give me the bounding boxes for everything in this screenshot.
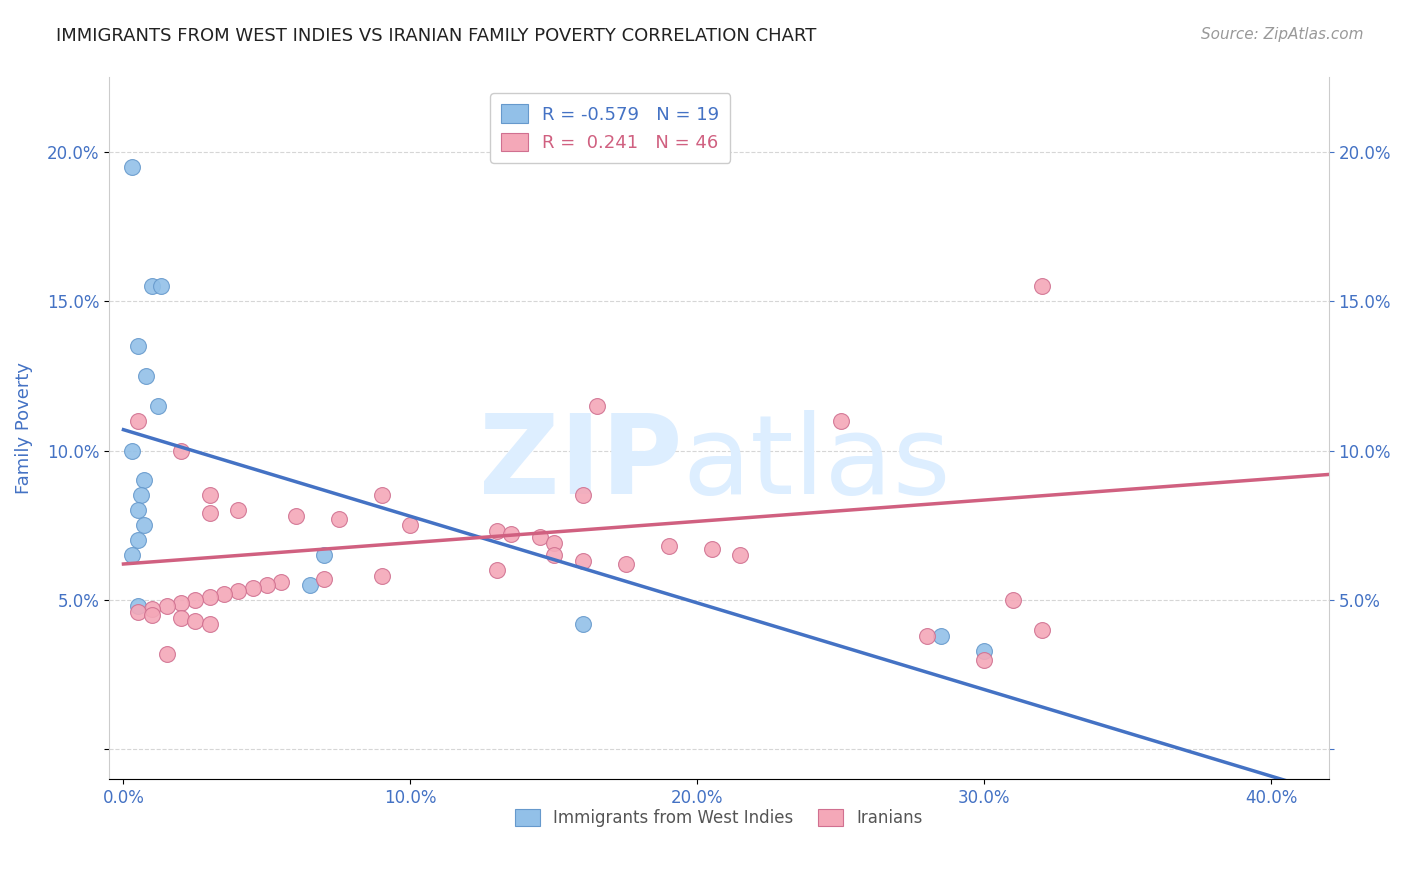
- Point: [129, 488, 152, 502]
- Point: [184, 592, 207, 607]
- Point: [529, 530, 551, 544]
- Point: [121, 548, 143, 562]
- Point: [1031, 279, 1053, 293]
- Point: [141, 279, 163, 293]
- Point: [127, 599, 149, 613]
- Point: [226, 503, 249, 517]
- Point: [141, 601, 163, 615]
- Point: [127, 339, 149, 353]
- Point: [973, 652, 995, 666]
- Point: [658, 539, 681, 553]
- Point: [226, 583, 249, 598]
- Point: [328, 512, 350, 526]
- Point: [146, 399, 169, 413]
- Point: [314, 572, 336, 586]
- Point: [170, 611, 193, 625]
- Point: [132, 518, 155, 533]
- Point: [543, 536, 565, 550]
- Point: [198, 590, 221, 604]
- Point: [212, 587, 235, 601]
- Text: Source: ZipAtlas.com: Source: ZipAtlas.com: [1201, 27, 1364, 42]
- Text: atlas: atlas: [682, 409, 950, 516]
- Legend: Immigrants from West Indies, Iranians: Immigrants from West Indies, Iranians: [508, 802, 929, 834]
- Point: [141, 607, 163, 622]
- Point: [256, 578, 278, 592]
- Point: [184, 614, 207, 628]
- Point: [135, 368, 157, 383]
- Point: [571, 616, 593, 631]
- Point: [242, 581, 264, 595]
- Point: [830, 414, 852, 428]
- Point: [155, 599, 177, 613]
- Point: [543, 548, 565, 562]
- Point: [700, 542, 723, 557]
- Point: [127, 414, 149, 428]
- Text: ZIP: ZIP: [479, 409, 682, 516]
- Point: [485, 563, 508, 577]
- Point: [170, 596, 193, 610]
- Point: [121, 443, 143, 458]
- Point: [915, 629, 938, 643]
- Point: [371, 488, 394, 502]
- Point: [614, 557, 637, 571]
- Point: [485, 524, 508, 538]
- Point: [371, 569, 394, 583]
- Point: [571, 554, 593, 568]
- Point: [1002, 592, 1025, 607]
- Point: [284, 509, 307, 524]
- Point: [1031, 623, 1053, 637]
- Point: [571, 488, 593, 502]
- Point: [973, 643, 995, 657]
- Point: [314, 548, 336, 562]
- Point: [127, 503, 149, 517]
- Point: [121, 160, 143, 174]
- Point: [399, 518, 422, 533]
- Point: [931, 629, 953, 643]
- Point: [586, 399, 609, 413]
- Point: [155, 647, 177, 661]
- Point: [198, 488, 221, 502]
- Point: [127, 533, 149, 548]
- Y-axis label: Family Poverty: Family Poverty: [15, 362, 32, 494]
- Point: [499, 527, 522, 541]
- Text: IMMIGRANTS FROM WEST INDIES VS IRANIAN FAMILY POVERTY CORRELATION CHART: IMMIGRANTS FROM WEST INDIES VS IRANIAN F…: [56, 27, 817, 45]
- Point: [198, 506, 221, 520]
- Point: [170, 443, 193, 458]
- Point: [730, 548, 752, 562]
- Point: [270, 574, 292, 589]
- Point: [149, 279, 172, 293]
- Point: [198, 616, 221, 631]
- Point: [298, 578, 321, 592]
- Point: [132, 474, 155, 488]
- Point: [127, 605, 149, 619]
